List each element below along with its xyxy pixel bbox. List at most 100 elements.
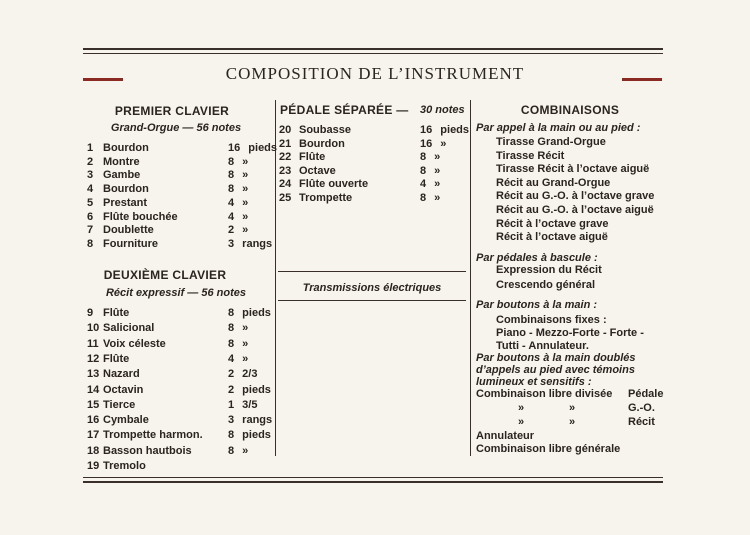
section-heading: COMBINAISONS xyxy=(520,103,620,117)
stop-size: 8 pieds xyxy=(228,307,271,319)
stop-number: 25 xyxy=(279,192,292,204)
stop-number: 11 xyxy=(87,337,99,350)
group-label: Par boutons à la main doublés d’appels a… xyxy=(476,352,636,388)
section-subtitle: 30 notes xyxy=(420,104,465,116)
group-label: Par pédales à bascule : xyxy=(476,252,598,264)
stop-number: 9 xyxy=(87,307,94,319)
stop-name: Tierce xyxy=(103,398,136,411)
stop-name: Flûte bouchée xyxy=(103,210,178,223)
row-cell: Récit xyxy=(628,416,655,428)
stop-size: 2 2/3 xyxy=(228,368,258,381)
stop-number: 8 xyxy=(87,237,94,250)
group-item: Récit au G.-O. à l’octave aiguë xyxy=(496,204,654,216)
stop-number: 3 xyxy=(87,169,94,182)
row-cell: Pédale xyxy=(628,388,664,400)
group-item: Piano - Mezzo-Forte - Forte - xyxy=(496,327,644,339)
rule xyxy=(83,53,663,54)
stop-number: 22 xyxy=(279,151,292,164)
stop-number: 2 xyxy=(87,155,94,168)
stop-size: 8 » xyxy=(228,183,249,196)
stop-size: 4 » xyxy=(420,178,441,191)
stop-number: 21 xyxy=(279,137,292,150)
stop-number: 13 xyxy=(87,368,100,381)
section-subtitle: Grand-Orgue — 56 notes xyxy=(110,122,242,134)
stop-name: Trompette harmon. xyxy=(103,429,203,442)
group-item: Tirasse Récit à l’octave aiguë xyxy=(496,163,650,176)
group-item: Récit au Grand-Orgue xyxy=(496,176,611,189)
stop-name: Octavin xyxy=(103,383,144,396)
stop-size: 4 » xyxy=(228,196,249,209)
stop-name: Flûte xyxy=(103,307,130,319)
stop-size: 16 pieds xyxy=(228,142,278,154)
section-heading: PÉDALE SÉPARÉE — xyxy=(280,103,409,117)
stop-name: Bourdon xyxy=(299,137,345,150)
stop-name: Flûte xyxy=(299,151,326,164)
rule xyxy=(278,300,466,301)
stop-number: 19 xyxy=(87,460,100,472)
stop-name: Octave xyxy=(299,164,336,177)
stop-name: Fourniture xyxy=(103,237,158,250)
stop-name: Gambe xyxy=(103,169,141,182)
stop-number: 12 xyxy=(87,352,100,365)
stop-name: Cymbale xyxy=(103,414,149,427)
group-item: Récit à l’octave grave xyxy=(496,217,609,230)
section-heading: DEUXIÈME CLAVIER xyxy=(103,268,227,282)
group-label: Par appel à la main ou au pied : xyxy=(476,122,641,134)
stop-name: Bourdon xyxy=(103,183,149,196)
stop-size: 8 » xyxy=(420,192,441,204)
stop-size: 8 » xyxy=(420,164,441,177)
rule xyxy=(83,481,663,483)
stop-number: 17 xyxy=(87,429,100,442)
stop-size: 4 » xyxy=(228,210,249,223)
row-cell: G.-O. xyxy=(628,402,655,414)
stop-name: Voix céleste xyxy=(103,337,166,350)
rule xyxy=(278,271,466,272)
group-item: Expression du Récit xyxy=(496,264,602,276)
stop-number: 16 xyxy=(87,414,100,427)
stop-name: Soubasse xyxy=(299,124,351,136)
stop-size: 8 » xyxy=(228,155,249,168)
stop-name: Tremolo xyxy=(103,460,146,472)
stop-name: Montre xyxy=(103,155,140,168)
stop-size: 8 » xyxy=(420,151,441,164)
stop-size: 2 pieds xyxy=(228,383,271,396)
rule xyxy=(83,477,663,478)
stop-name: Flûte ouverte xyxy=(299,178,369,191)
stop-size: 16 pieds xyxy=(420,124,470,136)
stop-size: 8 » xyxy=(228,169,249,182)
stop-name: Salicional xyxy=(103,322,155,335)
group-item: Tutti - Annulateur. xyxy=(496,340,589,352)
stop-size: 1 3/5 xyxy=(228,398,258,411)
stop-number: 18 xyxy=(87,444,100,457)
stop-number: 23 xyxy=(279,164,292,177)
group-item: Crescendo général xyxy=(496,278,596,291)
stop-name: Trompette xyxy=(299,192,353,204)
stop-size: 3 rangs xyxy=(228,237,273,250)
group-item: Combinaison libre générale xyxy=(476,443,621,455)
group-item: Récit à l’octave aiguë xyxy=(496,231,608,244)
group-item: Tirasse Récit xyxy=(496,149,565,162)
stop-number: 4 xyxy=(87,183,94,196)
stop-name: Basson hautbois xyxy=(103,444,192,457)
divider xyxy=(275,100,276,456)
accent xyxy=(83,78,123,81)
group-item: Annulateur xyxy=(476,430,535,442)
stop-size: 16 » xyxy=(420,137,447,150)
section-heading: PREMIER CLAVIER xyxy=(114,104,230,118)
row-cell: » xyxy=(569,416,576,428)
group-label: Par boutons à la main : xyxy=(476,299,598,311)
stop-size: 8 » xyxy=(228,322,249,335)
accent xyxy=(622,78,662,81)
stop-size: 3 rangs xyxy=(228,414,273,427)
group-item: Combinaisons fixes : xyxy=(496,314,607,326)
group-item: Tirasse Grand-Orgue xyxy=(496,136,606,148)
row-cell: Combinaison libre divisée xyxy=(476,388,613,400)
stop-name: Flûte xyxy=(103,352,130,365)
stop-size: 2 » xyxy=(228,224,249,237)
stop-name: Nazard xyxy=(103,368,140,381)
stop-size: 4 » xyxy=(228,352,249,365)
stop-number: 1 xyxy=(87,142,94,154)
stop-number: 6 xyxy=(87,210,94,223)
stop-name: Bourdon xyxy=(103,142,149,154)
